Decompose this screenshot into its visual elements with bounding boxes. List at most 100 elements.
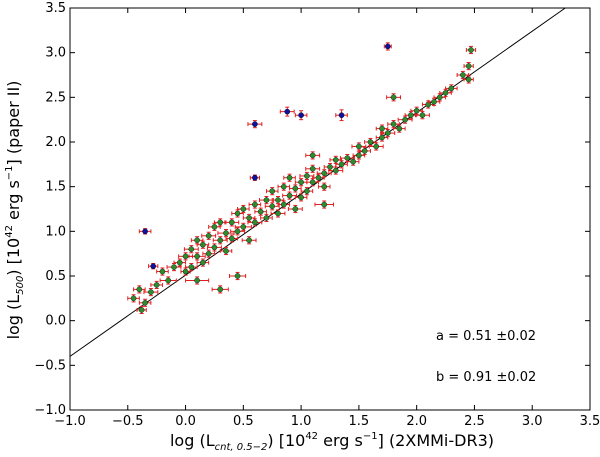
data-point [228,235,235,242]
data-point [332,157,339,163]
data-point [465,63,472,69]
data-point [413,107,420,114]
data-point [379,125,385,132]
y-tick-label: 0.5 [45,269,66,284]
cluster-point [185,276,210,285]
x-tick-label: 3.5 [580,414,600,429]
cluster-point [150,280,163,290]
data-point [315,174,322,181]
data-point [263,197,270,203]
cluster-point [159,276,177,285]
data-point [361,148,368,154]
data-point [384,130,391,136]
cluster-point [196,240,210,249]
data-point [136,286,143,293]
data-point [223,248,229,254]
y-tick-label: 0.0 [45,314,66,329]
cluster-point [282,191,297,200]
cluster-point [136,305,147,315]
cluster-point [211,285,229,294]
cluster-point [316,169,332,178]
fit-parameter-b: b = 0.91 ±0.02 [436,370,536,385]
data-point [373,143,380,150]
data-point [148,289,154,295]
cluster-point [247,218,263,227]
data-point [436,94,443,101]
x-tick-label: 0.0 [175,414,196,429]
data-point [200,259,206,266]
cluster-point [445,84,458,93]
cluster-point [196,258,210,267]
cluster-point [415,111,430,120]
cluster-point [393,124,406,133]
x-tick-label: 1.5 [349,414,370,429]
outlier-point [294,110,308,121]
data-point [153,282,160,288]
data-point [194,237,200,244]
y-tick-label: 1.0 [45,224,66,239]
data-point [188,264,195,270]
x-tick-label: 2.5 [464,414,485,429]
data-point [304,173,310,179]
data-point [228,219,235,226]
data-point [246,215,252,221]
cluster-point [387,120,400,129]
data-point [223,230,229,236]
outlier-point [279,106,295,117]
data-point [284,108,291,115]
data-point [286,192,293,199]
cluster-point [289,184,302,193]
data-point [240,206,247,212]
cluster-point [228,271,247,281]
data-point [298,194,304,201]
outlier-point [138,228,152,235]
data-point [234,273,241,279]
data-point [309,179,316,185]
cluster-point [317,182,331,191]
cluster-point [173,258,187,267]
data-point [194,253,200,260]
cluster-point [397,115,413,124]
data-point [280,201,287,208]
cluster-point [207,243,222,252]
outlier-point [249,174,261,181]
data-point [327,164,333,170]
cluster-point [465,45,477,55]
data-point [176,259,183,266]
y-tick-label: 3.5 [45,1,66,16]
data-point [263,215,270,221]
data-point [171,264,177,270]
data-point [367,139,374,145]
cluster-point [463,75,474,84]
cluster-point [202,249,215,258]
cluster-point [188,252,206,261]
data-point [159,268,166,275]
data-point [350,158,356,165]
y-tick-label: 3.0 [45,46,66,61]
outlier-point [247,120,263,129]
data-point [211,224,218,230]
data-point [252,174,258,181]
data-point [150,263,156,269]
data-point [234,228,241,235]
cluster-point [254,207,267,216]
cluster-point [299,171,315,181]
cluster-point [248,200,262,209]
data-point [321,201,328,208]
data-point [332,167,339,174]
data-point [142,299,148,306]
data-point [356,152,362,159]
cluster-point [277,200,291,209]
outlier-point [148,262,159,270]
data-point [182,253,189,260]
cluster-point [265,187,279,196]
cluster-point [138,298,152,307]
cluster-point [314,200,334,209]
x-tick-label: 0.5 [233,414,254,429]
data-point [396,125,403,132]
cluster-point [224,218,240,227]
cluster-point [180,267,191,276]
data-point [142,228,148,235]
cluster-point [277,182,291,191]
